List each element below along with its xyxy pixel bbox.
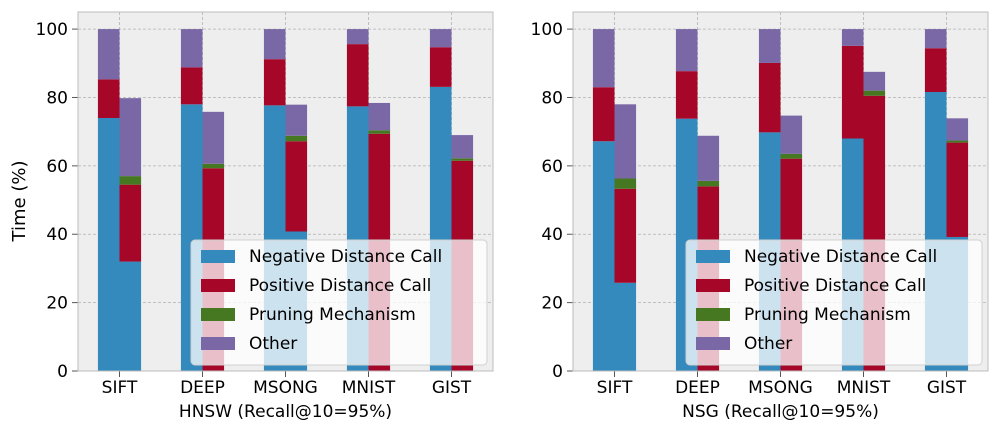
y-tick-label: 40 xyxy=(46,225,68,245)
bar-segment-positive-distance-call xyxy=(119,184,142,262)
bar-segment-positive-distance-call xyxy=(285,141,308,232)
bar-segment-pruning-mechanism xyxy=(863,90,886,96)
y-tick-label: 60 xyxy=(541,157,563,177)
bar-segment-other xyxy=(924,29,947,49)
x-axis-label: NSG (Recall@10=95%) xyxy=(682,402,879,422)
legend-swatch-pruning-mechanism xyxy=(201,308,235,321)
y-tick-label: 60 xyxy=(46,157,68,177)
panel-hnsw: 0 20 40 60 80 100 SIFT DEEP MSONG MNIST GIST Negati… xyxy=(36,11,494,422)
legend-label: Pruning Mechanism xyxy=(249,305,416,325)
bar-segment-other xyxy=(780,115,803,154)
legend-swatch-negative-distance-call xyxy=(696,250,730,263)
legend-swatch-positive-distance-call xyxy=(201,279,235,292)
bar-segment-pruning-mechanism xyxy=(119,176,142,185)
bar-segment-pruning-mechanism xyxy=(780,153,803,159)
bar-segment-other xyxy=(180,29,203,68)
bar-segment-negative-distance-call xyxy=(614,282,637,371)
y-tick-label: 40 xyxy=(541,225,563,245)
bar-segment-other xyxy=(758,29,781,63)
x-tick-label: MSONG xyxy=(253,378,318,398)
bar-segment-other xyxy=(675,29,698,72)
bar-segment-positive-distance-call xyxy=(675,71,698,119)
legend-label: Pruning Mechanism xyxy=(744,305,911,325)
legend-label: Negative Distance Call xyxy=(744,247,937,267)
bar-segment-other xyxy=(263,29,286,60)
x-tick-label: MNIST xyxy=(837,378,891,398)
legend-box xyxy=(685,239,983,366)
bar-segment-other xyxy=(429,29,452,48)
legend-swatch-other xyxy=(201,337,235,350)
x-tick-label: MNIST xyxy=(342,378,396,398)
y-tick-label: 100 xyxy=(36,20,68,40)
x-tick-label: SIFT xyxy=(102,378,138,398)
bar-segment-positive-distance-call xyxy=(946,142,969,237)
bar-segment-positive-distance-call xyxy=(592,87,615,142)
bar-segment-other xyxy=(592,29,615,88)
legend-label: Positive Distance Call xyxy=(249,276,431,296)
bar-segment-positive-distance-call xyxy=(429,47,452,87)
bar-segment-other xyxy=(614,104,637,179)
bar-segment-positive-distance-call xyxy=(758,62,781,133)
bar-segment-other xyxy=(451,135,474,159)
legend-swatch-other xyxy=(696,337,730,350)
bar-segment-pruning-mechanism xyxy=(614,178,637,189)
bar-segment-pruning-mechanism xyxy=(451,158,474,161)
bar-segment-positive-distance-call xyxy=(841,45,864,139)
y-tick-label: 0 xyxy=(552,362,563,382)
x-tick-label: GIST xyxy=(927,378,967,398)
bar-segment-other xyxy=(841,29,864,46)
bar-segment-pruning-mechanism xyxy=(368,130,391,134)
bar-segment-positive-distance-call xyxy=(614,188,637,283)
legend-label: Positive Distance Call xyxy=(744,276,926,296)
bar-segment-positive-distance-call xyxy=(97,79,120,118)
bar-segment-other xyxy=(202,111,225,164)
x-tick-label: DEEP xyxy=(675,378,720,398)
legend-box xyxy=(190,239,488,366)
bar-segment-other xyxy=(346,29,369,45)
x-tick-label: MSONG xyxy=(748,378,813,398)
x-tick-label: SIFT xyxy=(597,378,633,398)
panel-nsg: 0 20 40 60 80 100 SIFT DEEP MSONG MNIST GIST Negati… xyxy=(531,11,989,422)
x-tick-label: DEEP xyxy=(180,378,225,398)
bar-segment-pruning-mechanism xyxy=(946,140,969,143)
bar-segment-other xyxy=(368,102,391,131)
plot-frame xyxy=(77,11,494,372)
bar-segment-positive-distance-call xyxy=(180,67,203,105)
plot-frame xyxy=(572,11,989,372)
bar-segment-positive-distance-call xyxy=(346,44,369,107)
y-tick-label: 100 xyxy=(531,20,563,40)
y-tick-label: 80 xyxy=(541,88,563,108)
bar-segment-other xyxy=(946,118,969,141)
y-tick-label: 20 xyxy=(46,294,68,314)
y-tick-label: 20 xyxy=(541,294,563,314)
bar-segment-other xyxy=(285,104,308,136)
y-tick-label: 0 xyxy=(57,362,68,382)
bar-segment-negative-distance-call xyxy=(119,261,142,371)
legend-label: Other xyxy=(744,334,792,354)
x-axis-label: HNSW (Recall@10=95%) xyxy=(179,402,392,422)
bar-segment-other xyxy=(97,29,120,80)
bar-segment-other xyxy=(697,135,720,181)
bar-segment-other xyxy=(119,98,142,177)
bar-segment-other xyxy=(863,71,886,91)
legend-label: Other xyxy=(249,334,297,354)
bar-segment-negative-distance-call xyxy=(592,141,615,371)
bar-segment-negative-distance-call xyxy=(97,117,120,371)
bar-segment-positive-distance-call xyxy=(924,48,947,93)
legend-label: Negative Distance Call xyxy=(249,247,442,267)
y-axis-label: Time (%) xyxy=(9,161,30,243)
bar-segment-positive-distance-call xyxy=(263,59,286,106)
y-tick-label: 80 xyxy=(46,88,68,108)
legend-swatch-positive-distance-call xyxy=(696,279,730,292)
bar-segment-pruning-mechanism xyxy=(285,135,308,142)
bar-segment-pruning-mechanism xyxy=(202,163,225,169)
legend-swatch-pruning-mechanism xyxy=(696,308,730,321)
bar-segment-pruning-mechanism xyxy=(697,180,720,187)
x-tick-label: GIST xyxy=(432,378,472,398)
legend-swatch-negative-distance-call xyxy=(201,250,235,263)
